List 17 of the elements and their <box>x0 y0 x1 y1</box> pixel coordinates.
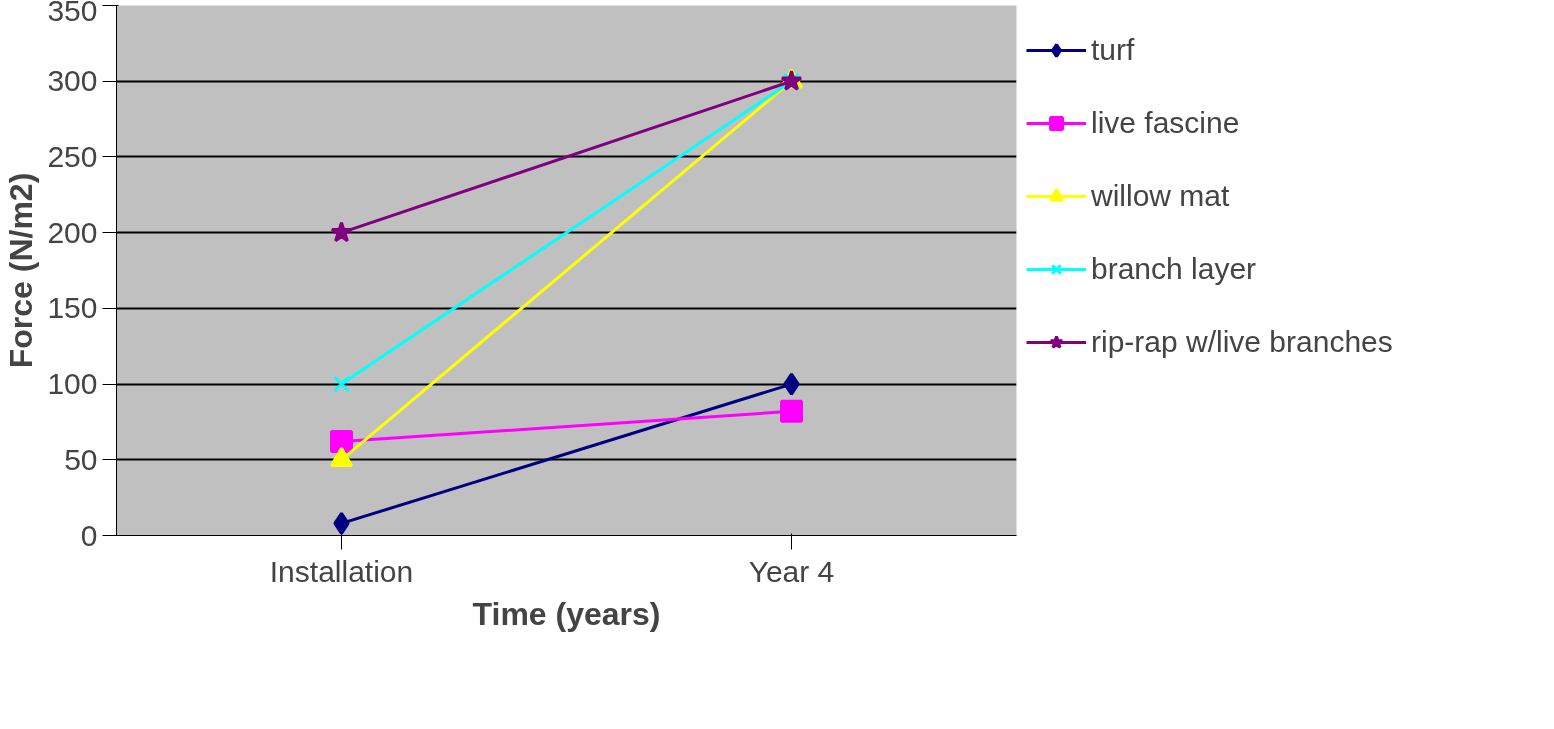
y-tick-label: 300 <box>47 64 98 98</box>
y-tick-label: 50 <box>64 442 98 476</box>
legend-label: turf <box>1091 32 1135 68</box>
legend-label: live fascine <box>1091 105 1240 141</box>
y-tick-label: 250 <box>47 139 98 173</box>
x-tick-label: Year 4 <box>748 554 835 588</box>
x-tick-label: Installation <box>269 554 414 588</box>
legend-label: willow mat <box>1091 178 1230 214</box>
legend-label: rip-rap w/live branches <box>1091 324 1393 360</box>
y-tick-label: 200 <box>47 215 98 249</box>
y-tick-label: 100 <box>47 367 98 401</box>
y-tick-label: 150 <box>47 291 98 325</box>
y-tick-label: 350 <box>47 0 98 27</box>
x-axis-title: Time (years) <box>472 595 661 632</box>
y-tick-label: 0 <box>80 518 98 552</box>
y-axis-title: Force (N/m2) <box>3 172 40 369</box>
legend-label: branch layer <box>1091 251 1257 287</box>
